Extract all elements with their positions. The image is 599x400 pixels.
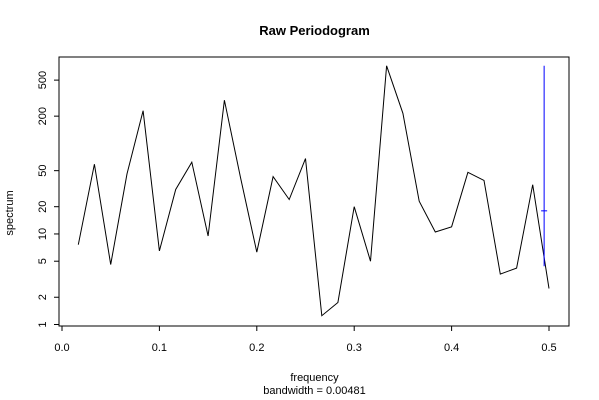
y-tick-label: 2 [37, 294, 49, 300]
x-axis-label: frequency [290, 372, 339, 384]
plot-area: 0.0 0.1 0.2 0.3 0.4 0.5 1 2 5 10 20 50 200 500 [37, 56, 570, 354]
periodogram-line [77, 65, 550, 317]
y-tick-label: 5 [37, 258, 49, 264]
y-tick-label: 50 [37, 165, 49, 177]
y-tick-label: 10 [37, 228, 49, 240]
x-axis-sublabel: bandwidth = 0.00481 [263, 385, 365, 397]
y-tick-label: 500 [37, 71, 49, 89]
x-tick-label: 0.4 [444, 342, 459, 354]
x-tick-label: 0.2 [249, 342, 264, 354]
x-tick-label: 0.1 [152, 342, 167, 354]
y-tick-label: 1 [37, 321, 49, 327]
y-tick-label: 200 [37, 107, 49, 125]
plot-frame [58, 56, 570, 327]
x-tick-label: 0.3 [347, 342, 362, 354]
chart-title: Raw Periodogram [259, 23, 370, 38]
x-tick-label: 0.5 [541, 342, 556, 354]
x-tick-label: 0.0 [54, 342, 69, 354]
y-tick-label: 20 [37, 201, 49, 213]
y-axis-label: spectrum [4, 190, 16, 235]
